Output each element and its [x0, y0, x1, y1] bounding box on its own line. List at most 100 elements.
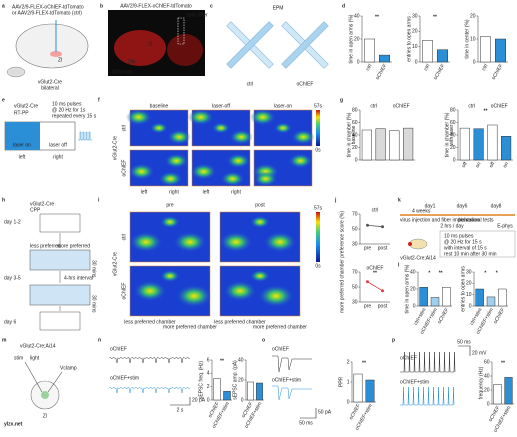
- y-tick-label: 20: [238, 377, 244, 383]
- panel-letter: i: [98, 197, 100, 203]
- y-tick-label: 20: [484, 387, 490, 393]
- label: EPM: [273, 5, 284, 11]
- label: ZI: [148, 41, 152, 47]
- label: or AAV2/9-FLEX-tdTomato (ctrl): [12, 10, 82, 16]
- heatmap-spot: [220, 232, 252, 252]
- y-tick-label: 1: [347, 379, 350, 385]
- decoration: [29, 284, 91, 306]
- heatmap-spot: [212, 122, 230, 134]
- y-axis-label: time in open arms (%): [404, 264, 410, 313]
- label: RT-PP: [14, 110, 29, 116]
- heatmap-spot: [264, 232, 296, 252]
- y-tick-label: 70: [352, 211, 358, 217]
- label: 2 hrs / day: [440, 223, 464, 229]
- label: left: [203, 189, 210, 195]
- bar: [379, 54, 390, 63]
- significance: **: [220, 358, 224, 364]
- significance: *: [496, 270, 498, 276]
- label: @ 20 Hz for 1s: [52, 107, 86, 113]
- label: 20 mV: [472, 350, 487, 356]
- label: post: [255, 202, 265, 208]
- label: pre: [166, 202, 173, 208]
- decoration: [177, 17, 185, 45]
- label: DN: [128, 59, 136, 65]
- label: vGlut2-Cre;Ai14: [20, 343, 56, 349]
- label: 0s: [315, 147, 321, 153]
- label: more preferred chamber preference score …: [339, 211, 345, 313]
- label: day 3-5: [4, 275, 21, 281]
- y-axis-label: time in chamber (%): [346, 112, 352, 157]
- y-axis-sublabel: with laser: [449, 124, 455, 145]
- y-tick-label: 20: [466, 281, 472, 287]
- label: right: [231, 189, 241, 195]
- scale-bar: [300, 408, 317, 419]
- label: vGlut2-Cre: [14, 103, 38, 109]
- significance: **: [375, 14, 379, 20]
- heatmap-spot: [254, 171, 278, 186]
- decoration: [5, 122, 40, 150]
- y-tick-label: 30: [412, 13, 418, 19]
- heatmap-spot: [291, 129, 315, 145]
- bar: [213, 378, 221, 401]
- heatmap-spot: [160, 216, 180, 228]
- x-tick-label: off: [461, 161, 469, 169]
- point: [366, 280, 369, 284]
- group-label: oChIEF: [393, 103, 410, 109]
- y-tick-label: 20: [354, 36, 360, 42]
- y-tick-label: 6: [207, 357, 210, 363]
- label: 10 ms pulses: [52, 101, 82, 107]
- panel-letter: j: [334, 197, 337, 203]
- x-tick-label: ctrl: [365, 63, 374, 72]
- significance: **: [373, 270, 377, 276]
- heatmap-spot: [190, 163, 217, 180]
- bar: [422, 40, 433, 63]
- y-tick-label: 30: [466, 269, 472, 275]
- y-tick-label: 0: [357, 59, 360, 65]
- bar: [473, 128, 484, 161]
- label: Vclamp: [60, 365, 77, 371]
- bar: [403, 127, 414, 161]
- y-axis-label: time in open arms (%): [348, 14, 354, 63]
- label: 57s: [314, 205, 323, 211]
- y-axis-label: entries to open arms: [460, 266, 466, 312]
- label: vGlut2-Cre: [30, 201, 54, 207]
- panel-letter: l: [398, 262, 400, 268]
- label: ctrl: [247, 81, 254, 87]
- bar: [495, 38, 506, 63]
- y-tick-label: 0: [241, 397, 244, 403]
- y-tick-label: 40: [450, 132, 456, 138]
- panel-letter: g: [340, 97, 343, 103]
- line: [367, 224, 383, 228]
- y-tick-label: 40: [354, 13, 360, 19]
- heatmap-spot: [160, 270, 180, 282]
- heatmap-spot: [250, 270, 270, 282]
- y-tick-label: 20: [410, 286, 416, 292]
- point: [366, 223, 369, 227]
- label: oChIEF: [121, 283, 127, 300]
- label: vGlut2-Cre: [38, 79, 62, 85]
- decoration: [41, 391, 49, 399]
- bar: [459, 127, 470, 161]
- bar: [353, 373, 363, 403]
- decoration: [24, 361, 43, 393]
- label: right: [169, 189, 179, 195]
- heatmap-spot: [258, 285, 294, 307]
- heatmap-spot: [226, 153, 250, 168]
- label: AAV2/9-FLEX-oChIEF-tdTomato: [120, 3, 192, 9]
- y-tick-label: 60: [450, 120, 456, 126]
- panel-letter: f: [98, 97, 100, 103]
- significance: **: [484, 108, 488, 114]
- panel-letter: p: [392, 337, 395, 343]
- y-tick-label: 0: [487, 401, 490, 407]
- heatmap-spot: [187, 109, 214, 126]
- label: right: [53, 154, 63, 160]
- label: 50 ms: [299, 420, 313, 426]
- y-tick-label: 30: [352, 299, 358, 305]
- decoration: [29, 249, 91, 271]
- x-tick-label: ctrl: [423, 63, 432, 72]
- bar: [419, 287, 428, 307]
- y-tick-label: 0: [347, 399, 350, 405]
- label: E-phys: [497, 223, 513, 229]
- y-tick-label: 60: [484, 359, 490, 365]
